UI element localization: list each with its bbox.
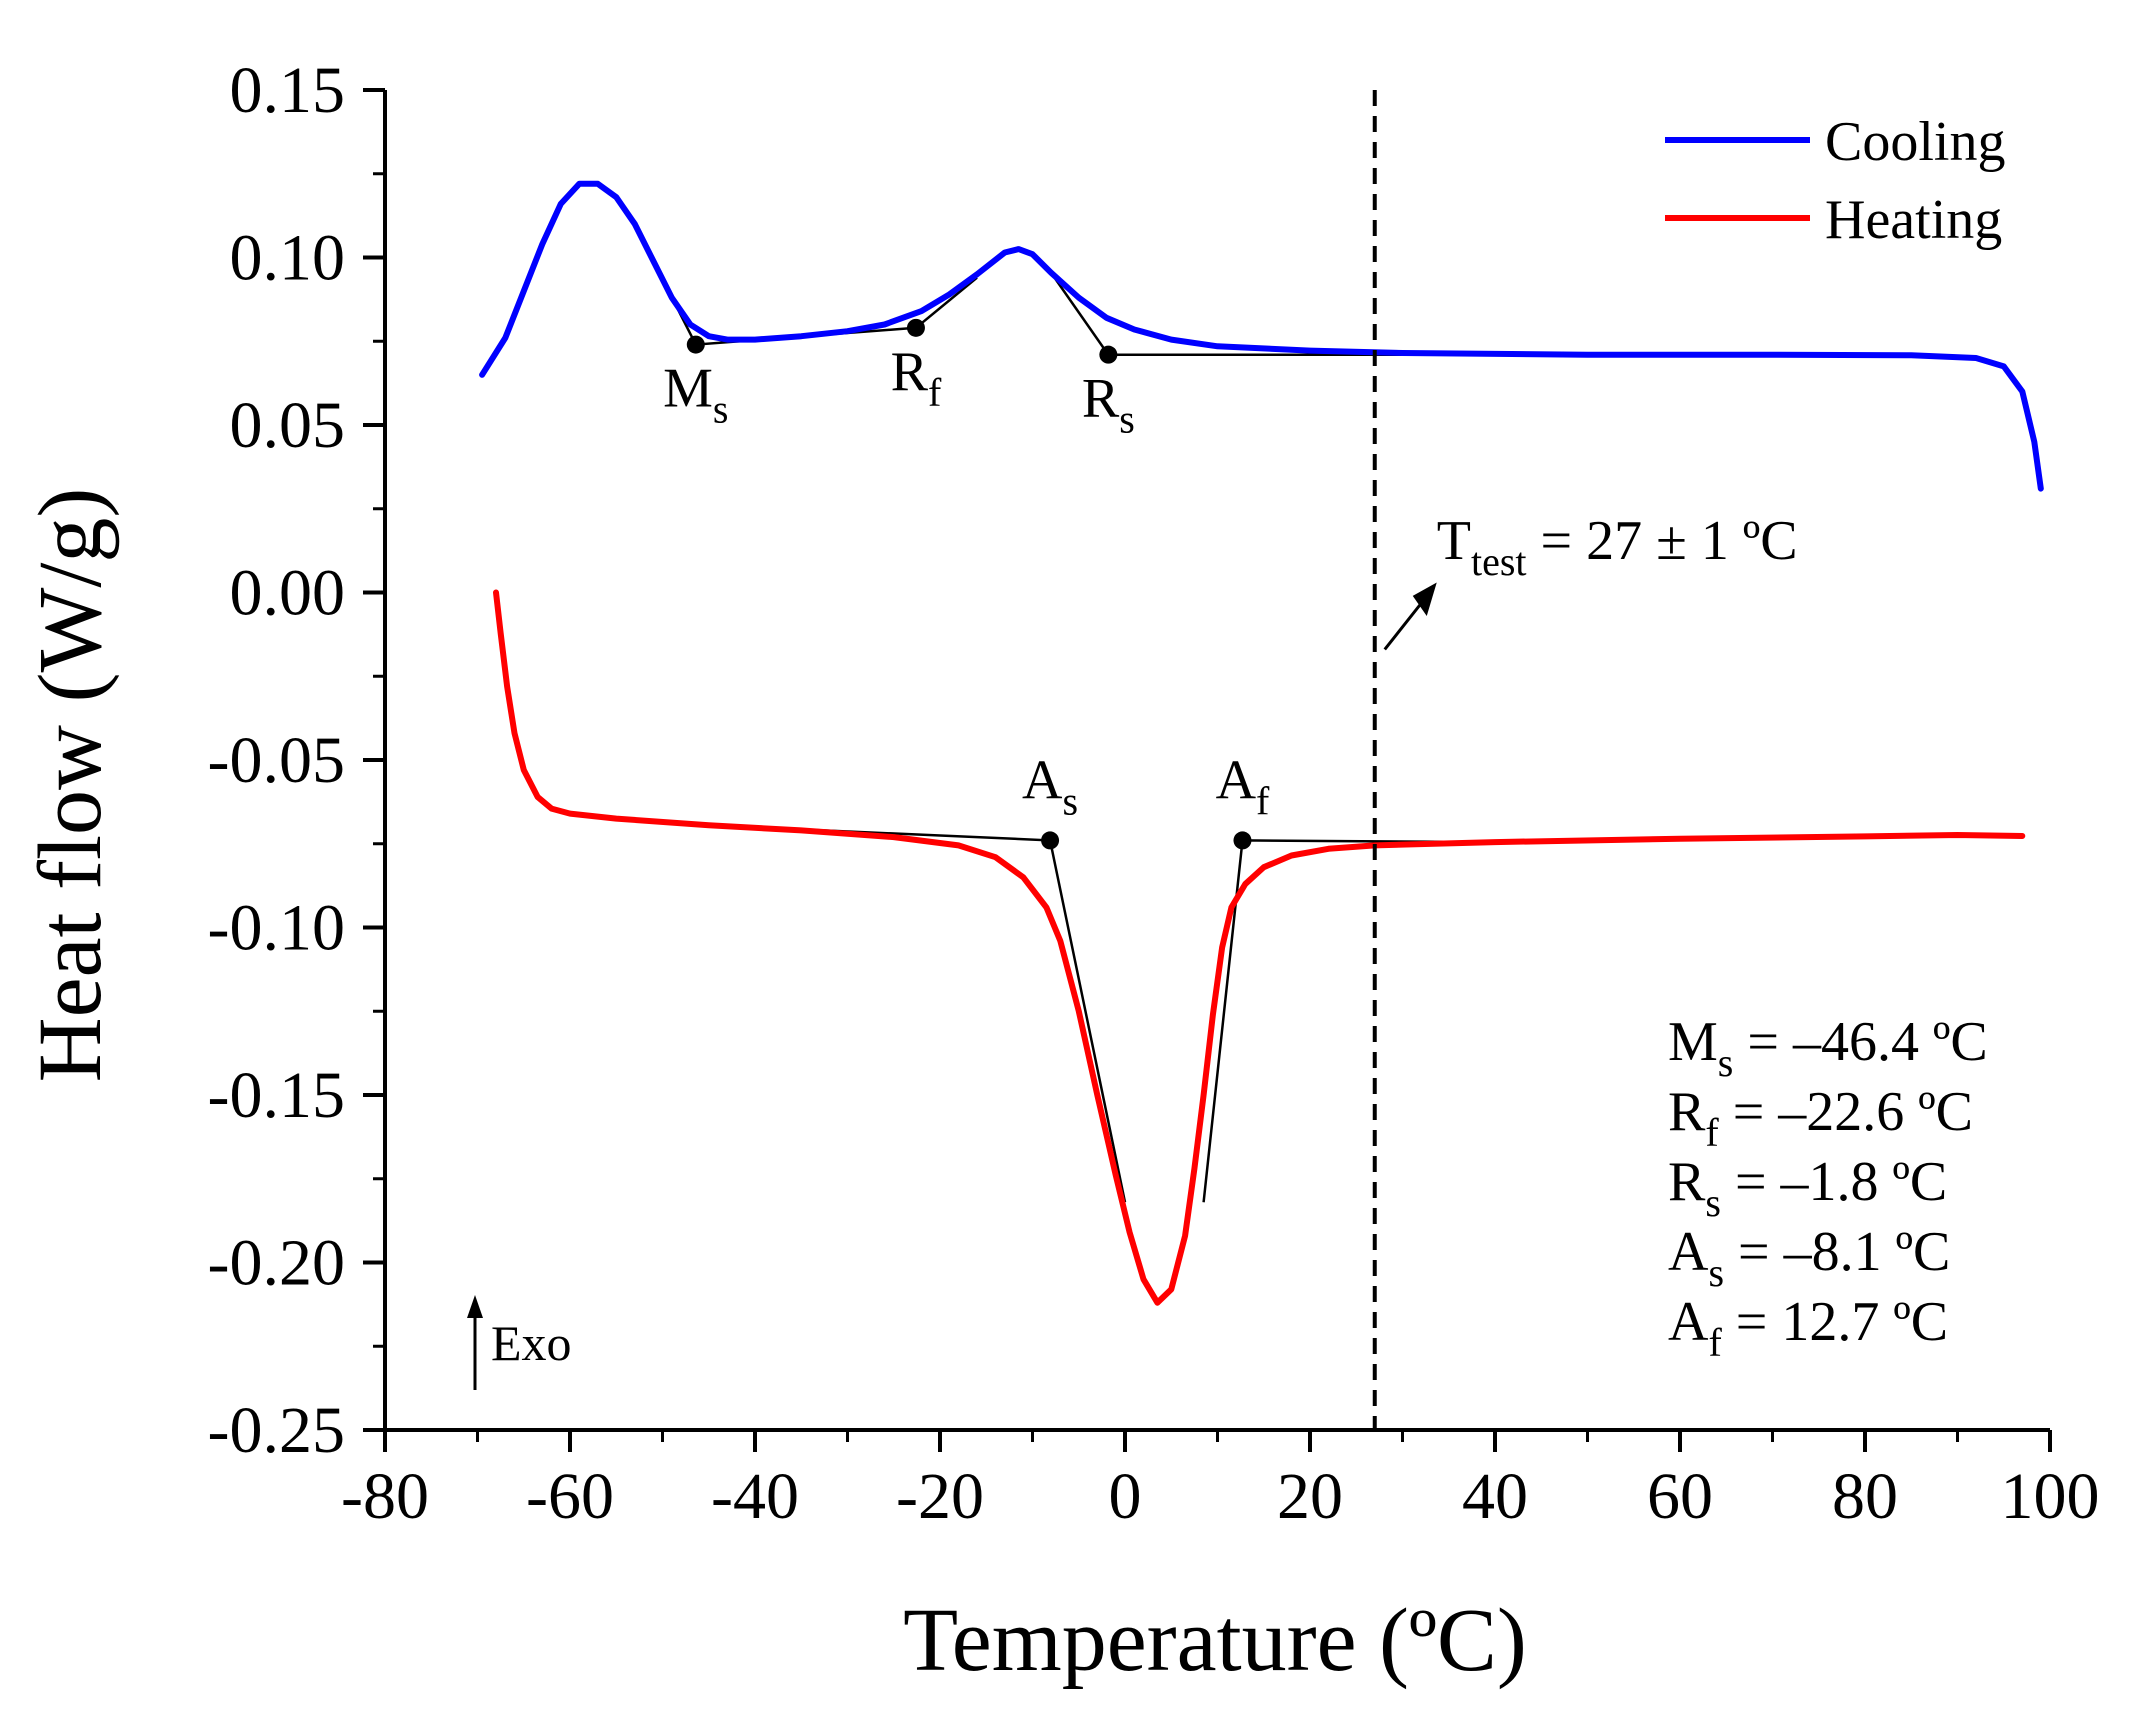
y-tick-label: 0.10 bbox=[230, 222, 346, 295]
y-tick-label: 0.15 bbox=[230, 54, 346, 127]
annotations: Ms Rf Rs As Af Ttest = 27 ± 1 ºC Exo Ms = –46.4… bbox=[467, 90, 1988, 1430]
y-tick-label: -0.05 bbox=[208, 724, 345, 797]
label-Af: Af bbox=[1216, 749, 1270, 823]
point-As bbox=[1041, 831, 1060, 850]
series-lines bbox=[479, 180, 2044, 1306]
y-tick-label: 0.00 bbox=[230, 557, 346, 630]
y-tick-label: -0.25 bbox=[208, 1394, 345, 1467]
x-tick-label: -40 bbox=[711, 1460, 799, 1533]
x-tick-label: 0 bbox=[1109, 1460, 1142, 1533]
point-Rf bbox=[906, 318, 925, 337]
tangent-line bbox=[1202, 839, 1496, 1203]
label-Rf: Rf bbox=[891, 341, 942, 415]
tangent-lines bbox=[652, 260, 1773, 1203]
series-line-heating bbox=[493, 589, 2026, 1306]
axes: -80 -60 -40 -20 0 20 40 60 80 100 -0.25 -0.20 -0.15 -… bbox=[208, 54, 2100, 1533]
test-arrow-head bbox=[1412, 582, 1437, 616]
series-line-cooling bbox=[479, 180, 2044, 492]
point-Rs bbox=[1099, 345, 1118, 364]
y-tick-label: 0.05 bbox=[230, 389, 346, 462]
y-tick-label: -0.15 bbox=[208, 1059, 345, 1132]
tangent-line bbox=[652, 260, 917, 346]
x-tick-label: 80 bbox=[1832, 1460, 1898, 1533]
label-Rs: Rs bbox=[1082, 368, 1135, 442]
tangent-line bbox=[708, 824, 1127, 1203]
x-tick-label: 20 bbox=[1277, 1460, 1343, 1533]
x-tick-label: -80 bbox=[341, 1460, 429, 1533]
value-Ms: Ms = –46.4 ºC bbox=[1668, 1011, 1988, 1085]
exo-label: Exo bbox=[491, 1315, 572, 1371]
point-Ms bbox=[686, 335, 705, 354]
tangent-line bbox=[915, 276, 978, 329]
x-tick-label: 60 bbox=[1647, 1460, 1713, 1533]
x-tick-label: -20 bbox=[896, 1460, 984, 1533]
y-axis-label: Heat flow (W/g) bbox=[21, 488, 120, 1083]
x-axis-label: Temperature (ºC) bbox=[903, 1591, 1527, 1690]
legend: Cooling Heating bbox=[1665, 111, 2005, 251]
y-tick-label: -0.10 bbox=[208, 892, 345, 965]
x-tick-label: 100 bbox=[2001, 1460, 2100, 1533]
tangent-line bbox=[1049, 271, 1773, 356]
value-Rf: Rf = –22.6 ºC bbox=[1668, 1081, 1973, 1155]
value-As: As = –8.1 ºC bbox=[1668, 1221, 1950, 1295]
value-Rs: Rs = –1.8 ºC bbox=[1668, 1151, 1947, 1225]
legend-label-heating: Heating bbox=[1825, 189, 2002, 251]
exo-arrow-head bbox=[467, 1295, 483, 1318]
label-As: As bbox=[1022, 749, 1078, 823]
point-Af bbox=[1233, 831, 1252, 850]
x-tick-label: 40 bbox=[1462, 1460, 1528, 1533]
y-tick-label: -0.20 bbox=[208, 1227, 345, 1300]
legend-label-cooling: Cooling bbox=[1825, 111, 2005, 173]
value-Af: Af = 12.7 ºC bbox=[1668, 1291, 1948, 1365]
test-temperature-label: Ttest = 27 ± 1 ºC bbox=[1437, 510, 1798, 584]
label-Ms: Ms bbox=[663, 358, 728, 432]
x-tick-label: -60 bbox=[526, 1460, 614, 1533]
